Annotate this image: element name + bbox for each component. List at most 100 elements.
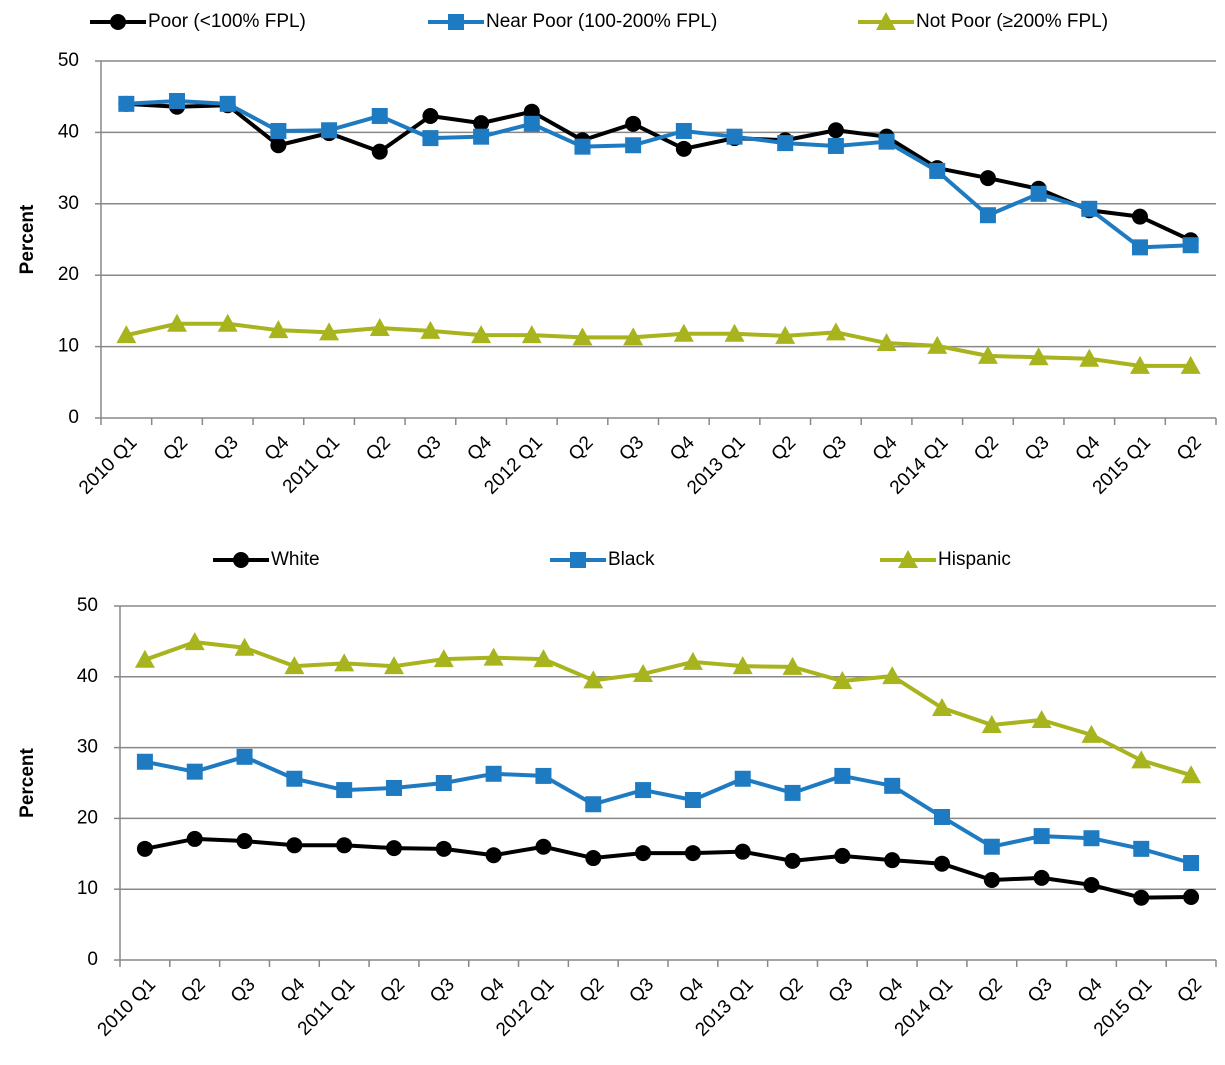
marker — [136, 840, 153, 857]
marker — [832, 671, 853, 690]
x-tick-label: Q4 — [1074, 974, 1107, 1007]
marker — [234, 637, 255, 656]
marker — [533, 649, 554, 668]
marker — [827, 137, 844, 154]
marker — [134, 649, 155, 668]
marker — [777, 135, 794, 152]
marker — [934, 855, 950, 872]
marker — [876, 333, 897, 352]
series-line — [144, 836, 1192, 900]
marker — [734, 843, 751, 860]
marker — [371, 143, 388, 160]
marker — [535, 838, 552, 855]
x-tick-label: Q2 — [974, 974, 1007, 1007]
marker — [585, 850, 602, 867]
marker — [623, 327, 644, 346]
legend-marker — [448, 14, 464, 30]
marker — [386, 779, 402, 796]
legend-label: Hispanic — [938, 549, 1011, 570]
marker — [1081, 200, 1098, 217]
marker — [473, 128, 490, 145]
x-tick-label: 2010 Q1 — [75, 432, 141, 498]
marker — [336, 782, 353, 799]
x-tick-label: Q4 — [874, 974, 907, 1007]
x-tick-label: Q4 — [869, 432, 902, 465]
marker — [1033, 869, 1050, 886]
marker — [485, 765, 502, 782]
x-tick-label: Q2 — [576, 974, 609, 1007]
marker — [435, 840, 452, 857]
x-tick-label: Q2 — [159, 432, 192, 465]
y-tick-label: 50 — [58, 50, 79, 71]
legend-marker — [233, 552, 249, 568]
marker — [270, 137, 287, 154]
x-tick-label: Q2 — [970, 432, 1003, 465]
marker — [882, 666, 903, 685]
y-tick-label: 10 — [77, 878, 98, 899]
legend-marker — [876, 12, 896, 30]
legend-label: Not Poor (≥200% FPL) — [916, 11, 1108, 32]
marker — [682, 651, 703, 670]
marker — [884, 777, 901, 794]
y-tick-label: 20 — [58, 264, 79, 285]
y-tick-label: 40 — [77, 666, 98, 687]
marker — [929, 162, 946, 179]
marker — [483, 647, 504, 666]
y-tick-label: 40 — [58, 121, 79, 142]
marker — [625, 137, 642, 154]
marker — [1129, 355, 1150, 374]
marker — [286, 837, 303, 854]
x-tick-label: Q3 — [818, 432, 851, 465]
y-tick-label: 0 — [87, 949, 98, 970]
x-tick-label: Q4 — [463, 432, 496, 465]
marker — [433, 649, 454, 668]
marker — [284, 656, 305, 675]
marker — [473, 115, 490, 132]
marker — [827, 122, 844, 139]
x-tick-label: Q3 — [1021, 432, 1054, 465]
x-tick-label: Q2 — [376, 974, 409, 1007]
marker — [167, 313, 188, 332]
y-tick-label: 10 — [58, 336, 79, 357]
x-tick-label: Q3 — [426, 974, 459, 1007]
marker — [784, 784, 801, 801]
marker — [635, 845, 652, 862]
marker — [422, 130, 439, 147]
marker — [286, 770, 303, 787]
y-tick-label: 50 — [77, 595, 98, 616]
marker — [336, 837, 353, 854]
x-tick-label: Q2 — [1173, 974, 1206, 1007]
x-tick-label: Q3 — [210, 432, 243, 465]
marker — [136, 753, 153, 770]
marker — [1031, 709, 1052, 728]
x-tick-label: Q3 — [615, 432, 648, 465]
marker — [1133, 840, 1150, 857]
marker — [1030, 185, 1047, 202]
marker — [1083, 876, 1100, 893]
marker — [784, 852, 801, 869]
legend-marker — [570, 552, 586, 568]
marker — [217, 313, 238, 332]
marker — [979, 170, 996, 187]
x-tick-label: Q2 — [775, 974, 808, 1007]
marker — [734, 770, 751, 787]
marker — [633, 663, 654, 682]
marker — [583, 670, 604, 689]
marker — [268, 320, 289, 339]
marker — [422, 107, 439, 124]
x-tick-label: Q4 — [675, 974, 708, 1007]
x-tick-label: Q4 — [261, 432, 294, 465]
x-tick-label: Q2 — [177, 974, 210, 1007]
marker — [981, 714, 1002, 733]
marker — [1183, 888, 1200, 905]
marker — [878, 133, 895, 150]
marker — [675, 122, 692, 139]
marker — [485, 847, 502, 864]
marker — [574, 138, 591, 155]
series-line — [125, 321, 1191, 368]
x-tick-label: Q3 — [825, 974, 858, 1007]
marker — [1181, 765, 1202, 784]
marker — [675, 140, 692, 157]
legend-marker — [898, 550, 918, 568]
marker — [983, 871, 1000, 888]
